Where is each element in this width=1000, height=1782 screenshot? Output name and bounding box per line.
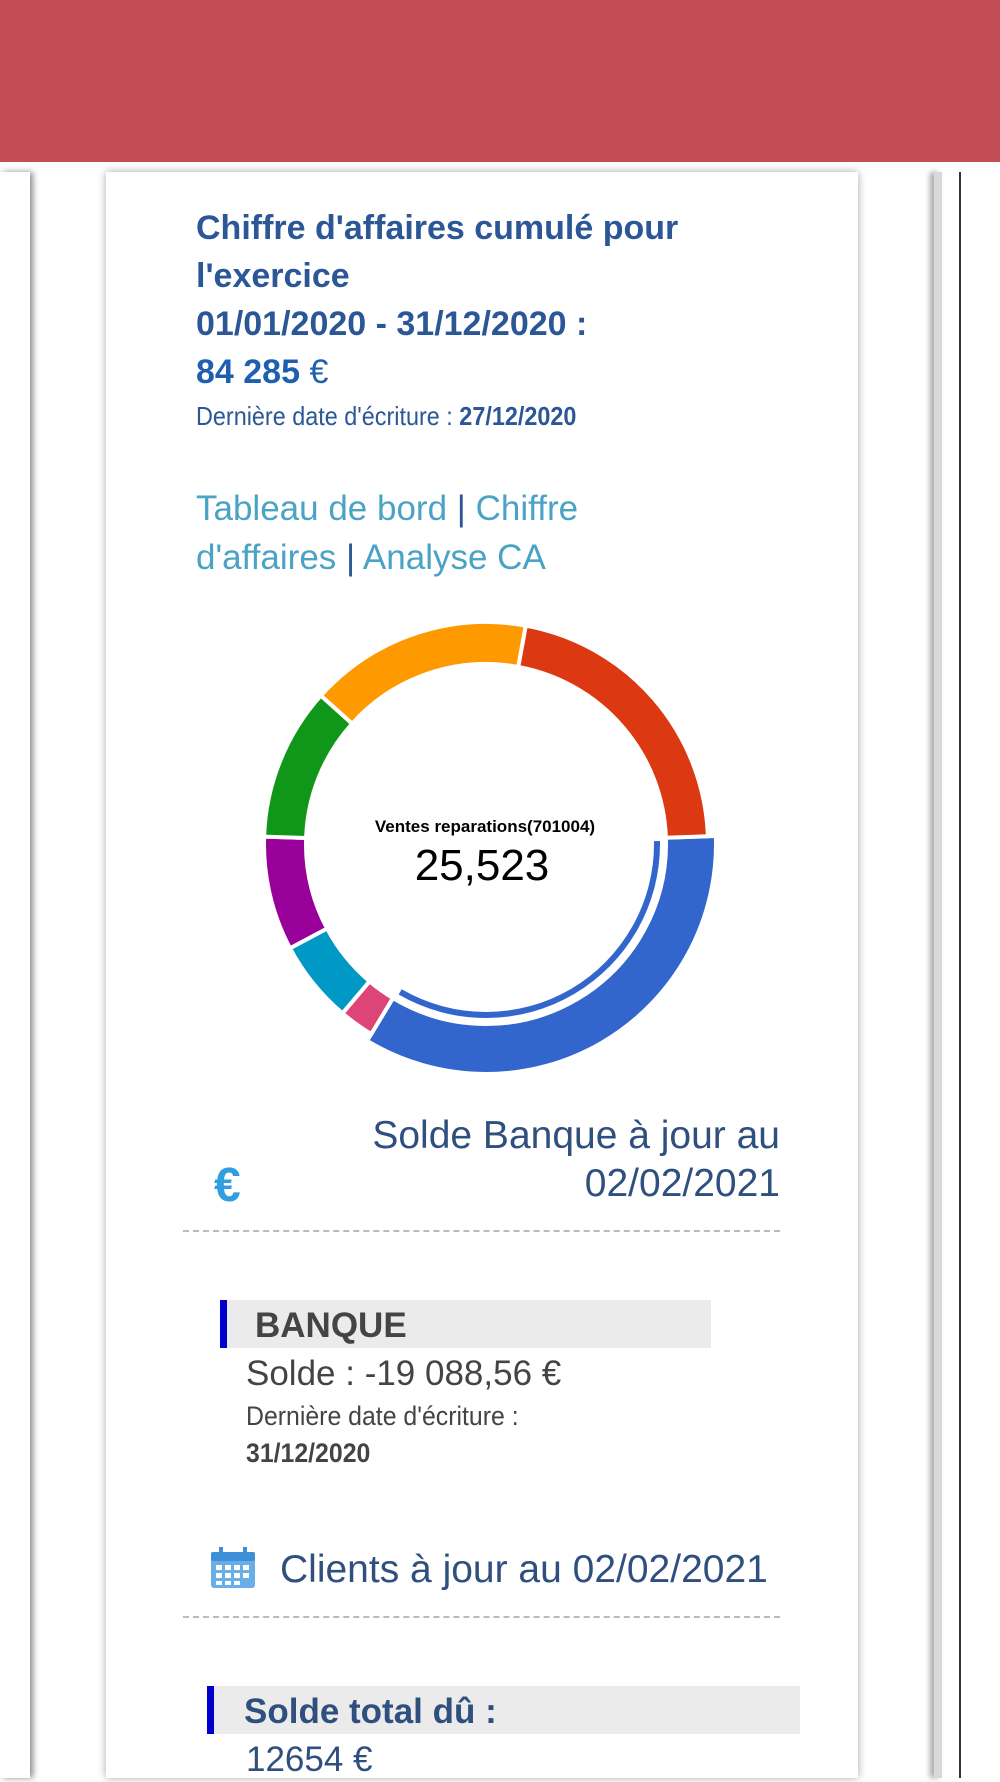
bank-last-date-label: Dernière date d'écriture : [246,1401,519,1431]
revenue-title: Chiffre d'affaires cumulé pour l'exercic… [196,204,796,348]
bank-balance-title: Solde Banque à jour au 02/02/2021 [372,1114,780,1205]
total-due-header: Solde total dû : [207,1686,800,1734]
revenue-link[interactable]: Chiffre d'affaires [196,489,579,577]
divider [183,1230,780,1232]
calendar-icon [211,1547,255,1588]
donut-slice-4[interactable] [262,692,355,841]
revenue-period: 01/01/2020 - 31/12/2020 : [196,305,588,343]
donut-highlight-ring [398,840,660,1019]
window-border [959,172,961,1778]
chart-center-label: Ventes reparations(701004) [375,817,595,836]
left-panel-edge [0,172,30,1778]
euro-icon: € [214,1159,241,1212]
total-due-label: Solde total dû : [244,1692,497,1731]
revenue-donut-chart[interactable]: Ventes reparations(701004) 25,523 [250,608,730,1088]
chart-center-value: 25,523 [415,841,550,890]
donut-slice-5[interactable] [318,620,529,727]
link-separator: | [456,489,466,528]
revenue-currency: € [309,353,329,391]
donut-slice-0[interactable] [364,833,718,1076]
nav-links: Tableau de bord | Chiffre d'affaires | A… [196,484,656,582]
bank-account-name: BANQUE [255,1306,407,1345]
link-separator: | [346,538,356,577]
revenue-last-date: Dernière date d'écriture : 27/12/2020 [196,398,576,434]
revenue-amount: 84 285 € [196,350,328,394]
revenue-analysis-link[interactable]: Analyse CA [362,538,546,577]
dashboard-link[interactable]: Tableau de bord [196,489,448,528]
bank-balance: Solde : -19 088,56 € [246,1354,562,1393]
donut-slice-3[interactable] [262,834,330,951]
dashboard-card [106,172,858,1778]
revenue-title-text: Chiffre d'affaires cumulé pour l'exercic… [196,209,679,295]
clients-title: Clients à jour au 02/02/2021 [280,1548,768,1591]
revenue-last-date-label: Dernière date d'écriture : [196,401,453,431]
donut-slice-6[interactable] [515,623,710,840]
divider [183,1616,780,1618]
revenue-last-date-value: 27/12/2020 [459,401,577,431]
bank-account-header: BANQUE [220,1300,711,1348]
bank-last-date-value: 31/12/2020 [246,1438,371,1468]
header-bar [0,0,1000,162]
revenue-amount-value: 84 285 [196,353,300,391]
right-panel-edge [934,172,942,1778]
bank-last-date: Dernière date d'écriture : 31/12/2020 [246,1398,519,1472]
total-due-amount: 12654 € [246,1740,373,1779]
